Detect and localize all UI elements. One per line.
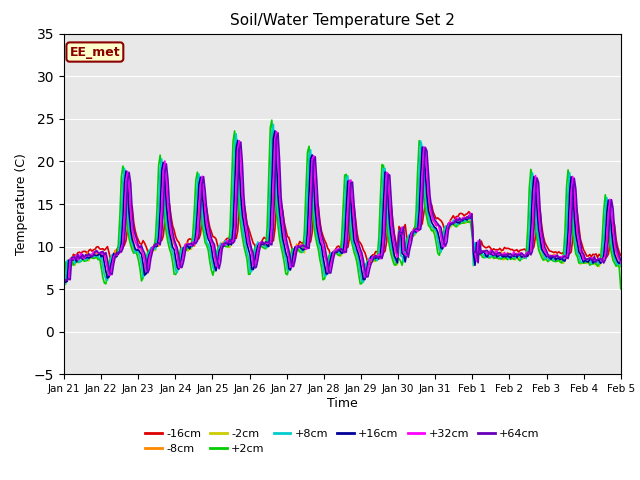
+16cm bbox=[589, 260, 596, 266]
+2cm bbox=[129, 247, 136, 253]
Line: +64cm: +64cm bbox=[64, 133, 621, 282]
+2cm bbox=[60, 285, 68, 290]
+16cm bbox=[255, 240, 263, 246]
+16cm bbox=[61, 279, 69, 285]
Line: -2cm: -2cm bbox=[64, 144, 621, 284]
+32cm bbox=[228, 238, 236, 244]
+2cm bbox=[268, 117, 276, 123]
-16cm bbox=[248, 235, 255, 241]
Line: +16cm: +16cm bbox=[64, 131, 621, 282]
+32cm bbox=[130, 233, 138, 239]
-8cm bbox=[234, 176, 241, 181]
+32cm bbox=[61, 277, 69, 283]
-16cm bbox=[60, 264, 68, 270]
+8cm bbox=[226, 241, 234, 247]
-2cm bbox=[617, 264, 625, 270]
-8cm bbox=[617, 260, 625, 265]
-8cm bbox=[255, 241, 263, 247]
Line: +2cm: +2cm bbox=[64, 120, 621, 289]
Title: Soil/Water Temperature Set 2: Soil/Water Temperature Set 2 bbox=[230, 13, 455, 28]
+8cm bbox=[60, 282, 68, 288]
Line: +32cm: +32cm bbox=[64, 132, 621, 280]
Y-axis label: Temperature (C): Temperature (C) bbox=[15, 153, 28, 255]
-2cm bbox=[60, 281, 68, 287]
-8cm bbox=[588, 257, 595, 263]
+64cm bbox=[305, 245, 313, 251]
Line: -8cm: -8cm bbox=[64, 179, 621, 277]
+64cm bbox=[617, 257, 625, 263]
+8cm bbox=[129, 241, 136, 247]
+32cm bbox=[246, 244, 254, 250]
+32cm bbox=[617, 260, 625, 265]
-2cm bbox=[228, 230, 236, 236]
Line: -16cm: -16cm bbox=[64, 204, 621, 267]
-8cm bbox=[60, 275, 68, 280]
-16cm bbox=[131, 228, 139, 234]
+64cm bbox=[588, 257, 595, 263]
-16cm bbox=[127, 201, 134, 207]
+2cm bbox=[305, 144, 313, 149]
+16cm bbox=[60, 279, 68, 285]
+32cm bbox=[255, 240, 263, 246]
Line: +8cm: +8cm bbox=[64, 124, 621, 285]
-2cm bbox=[269, 142, 277, 147]
+8cm bbox=[588, 261, 595, 266]
-8cm bbox=[129, 229, 136, 235]
+64cm bbox=[60, 279, 68, 285]
+64cm bbox=[226, 237, 234, 242]
+16cm bbox=[307, 156, 314, 162]
+2cm bbox=[226, 228, 234, 233]
-16cm bbox=[61, 264, 69, 270]
+16cm bbox=[130, 241, 138, 247]
-2cm bbox=[130, 246, 138, 252]
-2cm bbox=[61, 281, 69, 287]
+32cm bbox=[273, 129, 280, 134]
-2cm bbox=[307, 159, 314, 165]
-8cm bbox=[226, 240, 234, 246]
+32cm bbox=[60, 277, 68, 283]
+16cm bbox=[228, 242, 236, 248]
-2cm bbox=[589, 260, 596, 265]
+8cm bbox=[617, 263, 625, 269]
+16cm bbox=[617, 256, 625, 262]
+8cm bbox=[269, 121, 277, 127]
+8cm bbox=[244, 255, 252, 261]
+16cm bbox=[271, 128, 279, 134]
+64cm bbox=[274, 130, 282, 136]
-2cm bbox=[255, 246, 263, 252]
-16cm bbox=[589, 252, 596, 257]
-8cm bbox=[246, 244, 254, 250]
+8cm bbox=[305, 153, 313, 158]
-8cm bbox=[305, 230, 313, 236]
+16cm bbox=[246, 252, 254, 258]
-16cm bbox=[307, 239, 314, 245]
+64cm bbox=[244, 231, 252, 237]
-16cm bbox=[257, 240, 265, 246]
+2cm bbox=[617, 286, 625, 292]
X-axis label: Time: Time bbox=[327, 397, 358, 410]
-16cm bbox=[617, 252, 625, 258]
Text: EE_met: EE_met bbox=[70, 46, 120, 59]
+8cm bbox=[254, 239, 262, 245]
Legend: -16cm, -8cm, -2cm, +2cm, +8cm, +16cm, +32cm, +64cm: -16cm, -8cm, -2cm, +2cm, +8cm, +16cm, +3… bbox=[141, 424, 544, 459]
+32cm bbox=[589, 255, 596, 261]
+64cm bbox=[129, 208, 136, 214]
+2cm bbox=[588, 261, 595, 267]
-16cm bbox=[229, 235, 237, 241]
+64cm bbox=[254, 257, 262, 263]
+32cm bbox=[307, 190, 314, 196]
+2cm bbox=[254, 245, 262, 251]
+2cm bbox=[244, 272, 252, 277]
-2cm bbox=[246, 267, 254, 273]
